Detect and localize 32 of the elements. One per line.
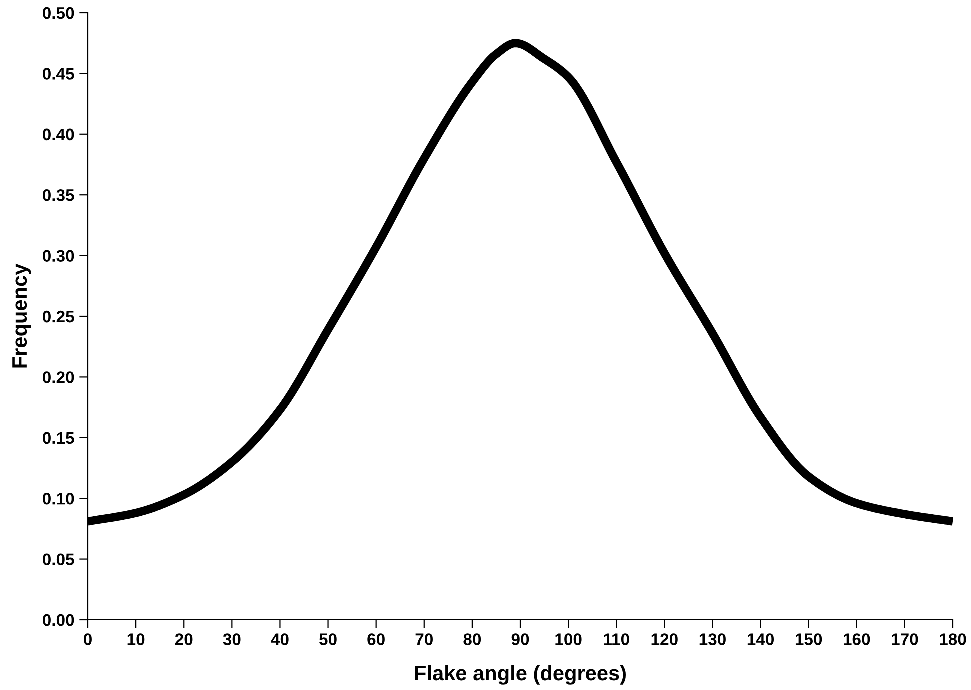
y-tick-label: 0.35: [43, 190, 74, 202]
x-tick-label: 130: [700, 634, 726, 646]
x-tick-label: 80: [464, 634, 482, 646]
y-tick-label: 0.00: [43, 614, 74, 626]
y-axis-title: Frequency: [12, 264, 32, 368]
x-tick-label: 40: [271, 634, 289, 646]
x-tick-label: 70: [416, 634, 433, 646]
x-tick-label: 180: [940, 634, 966, 646]
y-tick-label: 0.20: [43, 372, 74, 384]
y-tick-label: 0.30: [43, 250, 74, 262]
x-tick-label: 160: [844, 634, 870, 646]
x-tick-label: 0: [84, 634, 92, 646]
x-tick-label: 100: [556, 634, 582, 646]
x-tick-label: 60: [368, 634, 385, 646]
x-tick-label: 20: [175, 634, 193, 646]
x-tick-label: 120: [652, 634, 678, 646]
x-tick-label: 170: [892, 634, 918, 646]
x-tick-label: 90: [512, 634, 530, 646]
x-axis-title: Flake angle (degrees): [415, 665, 626, 685]
y-tick-label: 0.50: [43, 7, 74, 20]
y-tick-label: 0.05: [43, 554, 74, 566]
y-tick-label: 0.40: [43, 128, 74, 141]
y-tick-label: 0.15: [43, 432, 74, 444]
x-tick-label: 140: [748, 634, 774, 646]
y-tick-label: 0.45: [43, 68, 74, 80]
x-tick-label: 150: [796, 634, 822, 646]
x-tick-label: 50: [320, 634, 337, 646]
x-tick-label: 30: [223, 634, 241, 646]
x-tick-label: 110: [604, 634, 630, 646]
y-tick-label: 0.25: [43, 310, 74, 323]
y-tick-label: 0.10: [43, 493, 74, 505]
x-tick-label: 10: [128, 634, 145, 646]
